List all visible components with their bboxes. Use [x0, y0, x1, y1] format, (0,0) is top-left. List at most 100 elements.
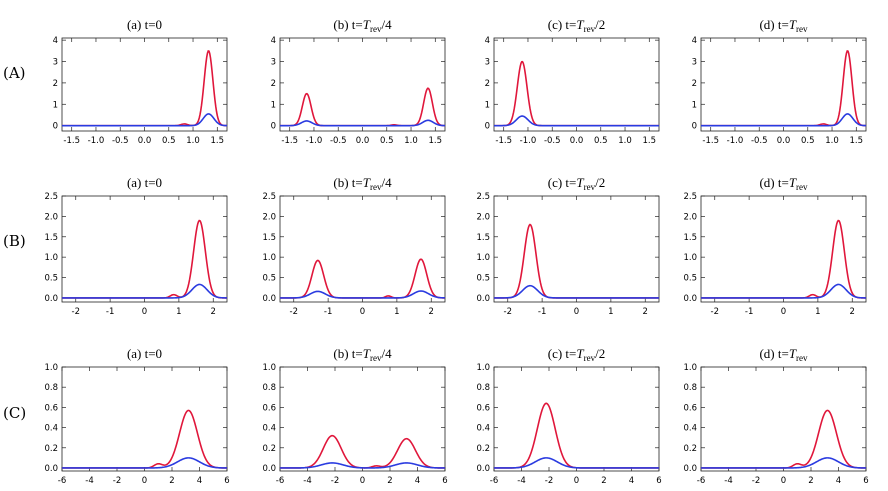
y-tick-label: 0.0 — [262, 464, 276, 474]
y-tick-label: 0.0 — [476, 294, 490, 304]
x-tick-label: -2 — [72, 307, 80, 317]
x-tick-label: -4 — [724, 476, 732, 486]
y-tick-label: 2 — [485, 79, 490, 89]
y-tick-label: 0 — [485, 122, 490, 132]
panel-title: (a) t=0 — [127, 346, 162, 361]
y-tick-label: 1 — [271, 100, 276, 110]
row-label: (A) — [3, 64, 26, 82]
y-tick-label: 2.5 — [262, 192, 276, 202]
series-line-blue — [494, 115, 659, 127]
plot-frame — [493, 366, 660, 472]
row-label: (B) — [3, 232, 26, 250]
y-tick-label: 1.5 — [44, 233, 58, 243]
y-tick-label: 1.0 — [683, 363, 697, 373]
y-tick-label: 3 — [271, 58, 276, 68]
y-tick-label: 0.4 — [683, 424, 697, 434]
series-line-blue — [62, 113, 228, 127]
y-tick-label: 0 — [53, 122, 58, 132]
plot-frame — [279, 195, 446, 303]
series-line-red — [280, 258, 446, 299]
y-tick-label: 2.5 — [476, 192, 490, 202]
x-tick-label: 0 — [360, 307, 365, 317]
series-line-blue — [701, 113, 867, 127]
x-tick-label: -1.0 — [727, 136, 744, 146]
series-line-blue — [701, 457, 867, 469]
x-tick-label: -2 — [290, 307, 298, 317]
series-line-red — [701, 219, 866, 299]
y-tick-label: 2 — [692, 79, 697, 89]
y-tick-label: 1 — [53, 100, 58, 110]
y-tick-label: 2 — [271, 79, 276, 89]
x-tick-label: 6 — [224, 476, 229, 486]
y-tick-label: 0.5 — [262, 274, 276, 284]
x-tick-label: -2 — [113, 476, 121, 486]
series-line-red — [494, 60, 659, 127]
x-tick-label: 1 — [394, 307, 399, 317]
x-tick-label: -1.0 — [520, 136, 537, 146]
y-tick-label: 2.0 — [262, 212, 276, 222]
panel: (c) t=Trev/2 0.0 0.2 0.4 0.6 0.8 1.0 -6 -4 -2 0 2 4 6 — [476, 346, 661, 486]
x-tick-label: -1 — [745, 307, 753, 317]
x-tick-label: 0.0 — [138, 136, 152, 146]
x-tick-label: -6 — [490, 476, 498, 486]
y-tick-label: 4 — [271, 36, 276, 46]
series-line-red — [280, 434, 445, 469]
y-tick-label: 0.8 — [44, 383, 58, 393]
panel-title: (b) t=Trev/4 — [333, 175, 392, 192]
y-tick-label: 0.0 — [44, 464, 58, 474]
y-tick-label: 1.0 — [476, 363, 490, 373]
y-tick-label: 4 — [53, 36, 58, 46]
x-tick-label: 2 — [643, 307, 648, 317]
series-line-blue — [62, 283, 227, 299]
y-tick-label: 1.0 — [262, 363, 276, 373]
x-tick-label: 0.0 — [356, 136, 370, 146]
y-tick-label: 1.0 — [44, 253, 58, 263]
x-tick-label: -1.5 — [495, 136, 512, 146]
panel-title: (c) t=Trev/2 — [548, 175, 605, 192]
x-tick-label: 6 — [442, 476, 447, 486]
x-tick-label: 1.5 — [643, 136, 657, 146]
panel: (a) t=0 0.0 0.2 0.4 0.6 0.8 1.0 -6 -4 -2 0 2 4 6 — [44, 346, 229, 486]
series-line-red — [280, 87, 446, 127]
panel: (a) t=0 0.0 0.5 1.0 1.5 2.0 2.5 -2 -1 0 1 2 — [44, 175, 228, 317]
y-tick-label: 1.0 — [476, 253, 490, 263]
x-tick-label: 2 — [429, 307, 434, 317]
series-line-blue — [280, 119, 446, 127]
x-tick-label: 4 — [836, 476, 841, 486]
y-tick-label: 3 — [692, 58, 697, 68]
panel-title: (a) t=0 — [127, 17, 162, 32]
y-tick-label: 0.8 — [476, 383, 490, 393]
x-tick-label: -4 — [517, 476, 525, 486]
series-line-red — [701, 409, 867, 469]
y-tick-label: 1.5 — [262, 233, 276, 243]
x-tick-label: -1.5 — [281, 136, 298, 146]
y-tick-label: 0.2 — [683, 444, 697, 454]
panel: (b) t=Trev/4 0.0 0.5 1.0 1.5 2.0 2.5 -2 -1 0 1 2 — [262, 175, 446, 317]
x-tick-label: -0.5 — [544, 136, 561, 146]
x-tick-label: -2 — [545, 476, 553, 486]
y-tick-label: 0.4 — [44, 424, 58, 434]
y-tick-label: 2.0 — [476, 212, 490, 222]
x-tick-label: 2 — [387, 476, 392, 486]
series-line-blue — [701, 283, 866, 299]
y-tick-label: 0.2 — [44, 444, 58, 454]
panel: (d) t=Trev 0.0 0.5 1.0 1.5 2.0 2.5 -2 -1 0 1 2 — [683, 175, 867, 317]
y-tick-label: 1 — [485, 100, 490, 110]
x-tick-label: 0 — [574, 476, 579, 486]
y-tick-label: 4 — [692, 36, 697, 46]
series-line-red — [701, 50, 867, 127]
panel: (b) t=Trev/4 0 1 2 3 4 -1.5 -1.0 -0.5 0.0 0.5 1.0 1.… — [271, 17, 446, 146]
x-tick-label: 2 — [601, 476, 606, 486]
panel: (d) t=Trev 0.0 0.2 0.4 0.6 0.8 1.0 -6 -4 -2 0 2 4 6 — [683, 346, 868, 486]
series-line-blue — [62, 457, 228, 469]
x-tick-label: 1.0 — [618, 136, 632, 146]
x-tick-label: 1.5 — [429, 136, 443, 146]
x-tick-label: 2 — [169, 476, 174, 486]
y-tick-label: 1 — [692, 100, 697, 110]
x-tick-label: 1.0 — [825, 136, 839, 146]
x-tick-label: -2 — [331, 476, 339, 486]
y-tick-label: 4 — [485, 36, 490, 46]
y-tick-label: 0.2 — [262, 444, 276, 454]
y-tick-label: 2 — [53, 79, 58, 89]
